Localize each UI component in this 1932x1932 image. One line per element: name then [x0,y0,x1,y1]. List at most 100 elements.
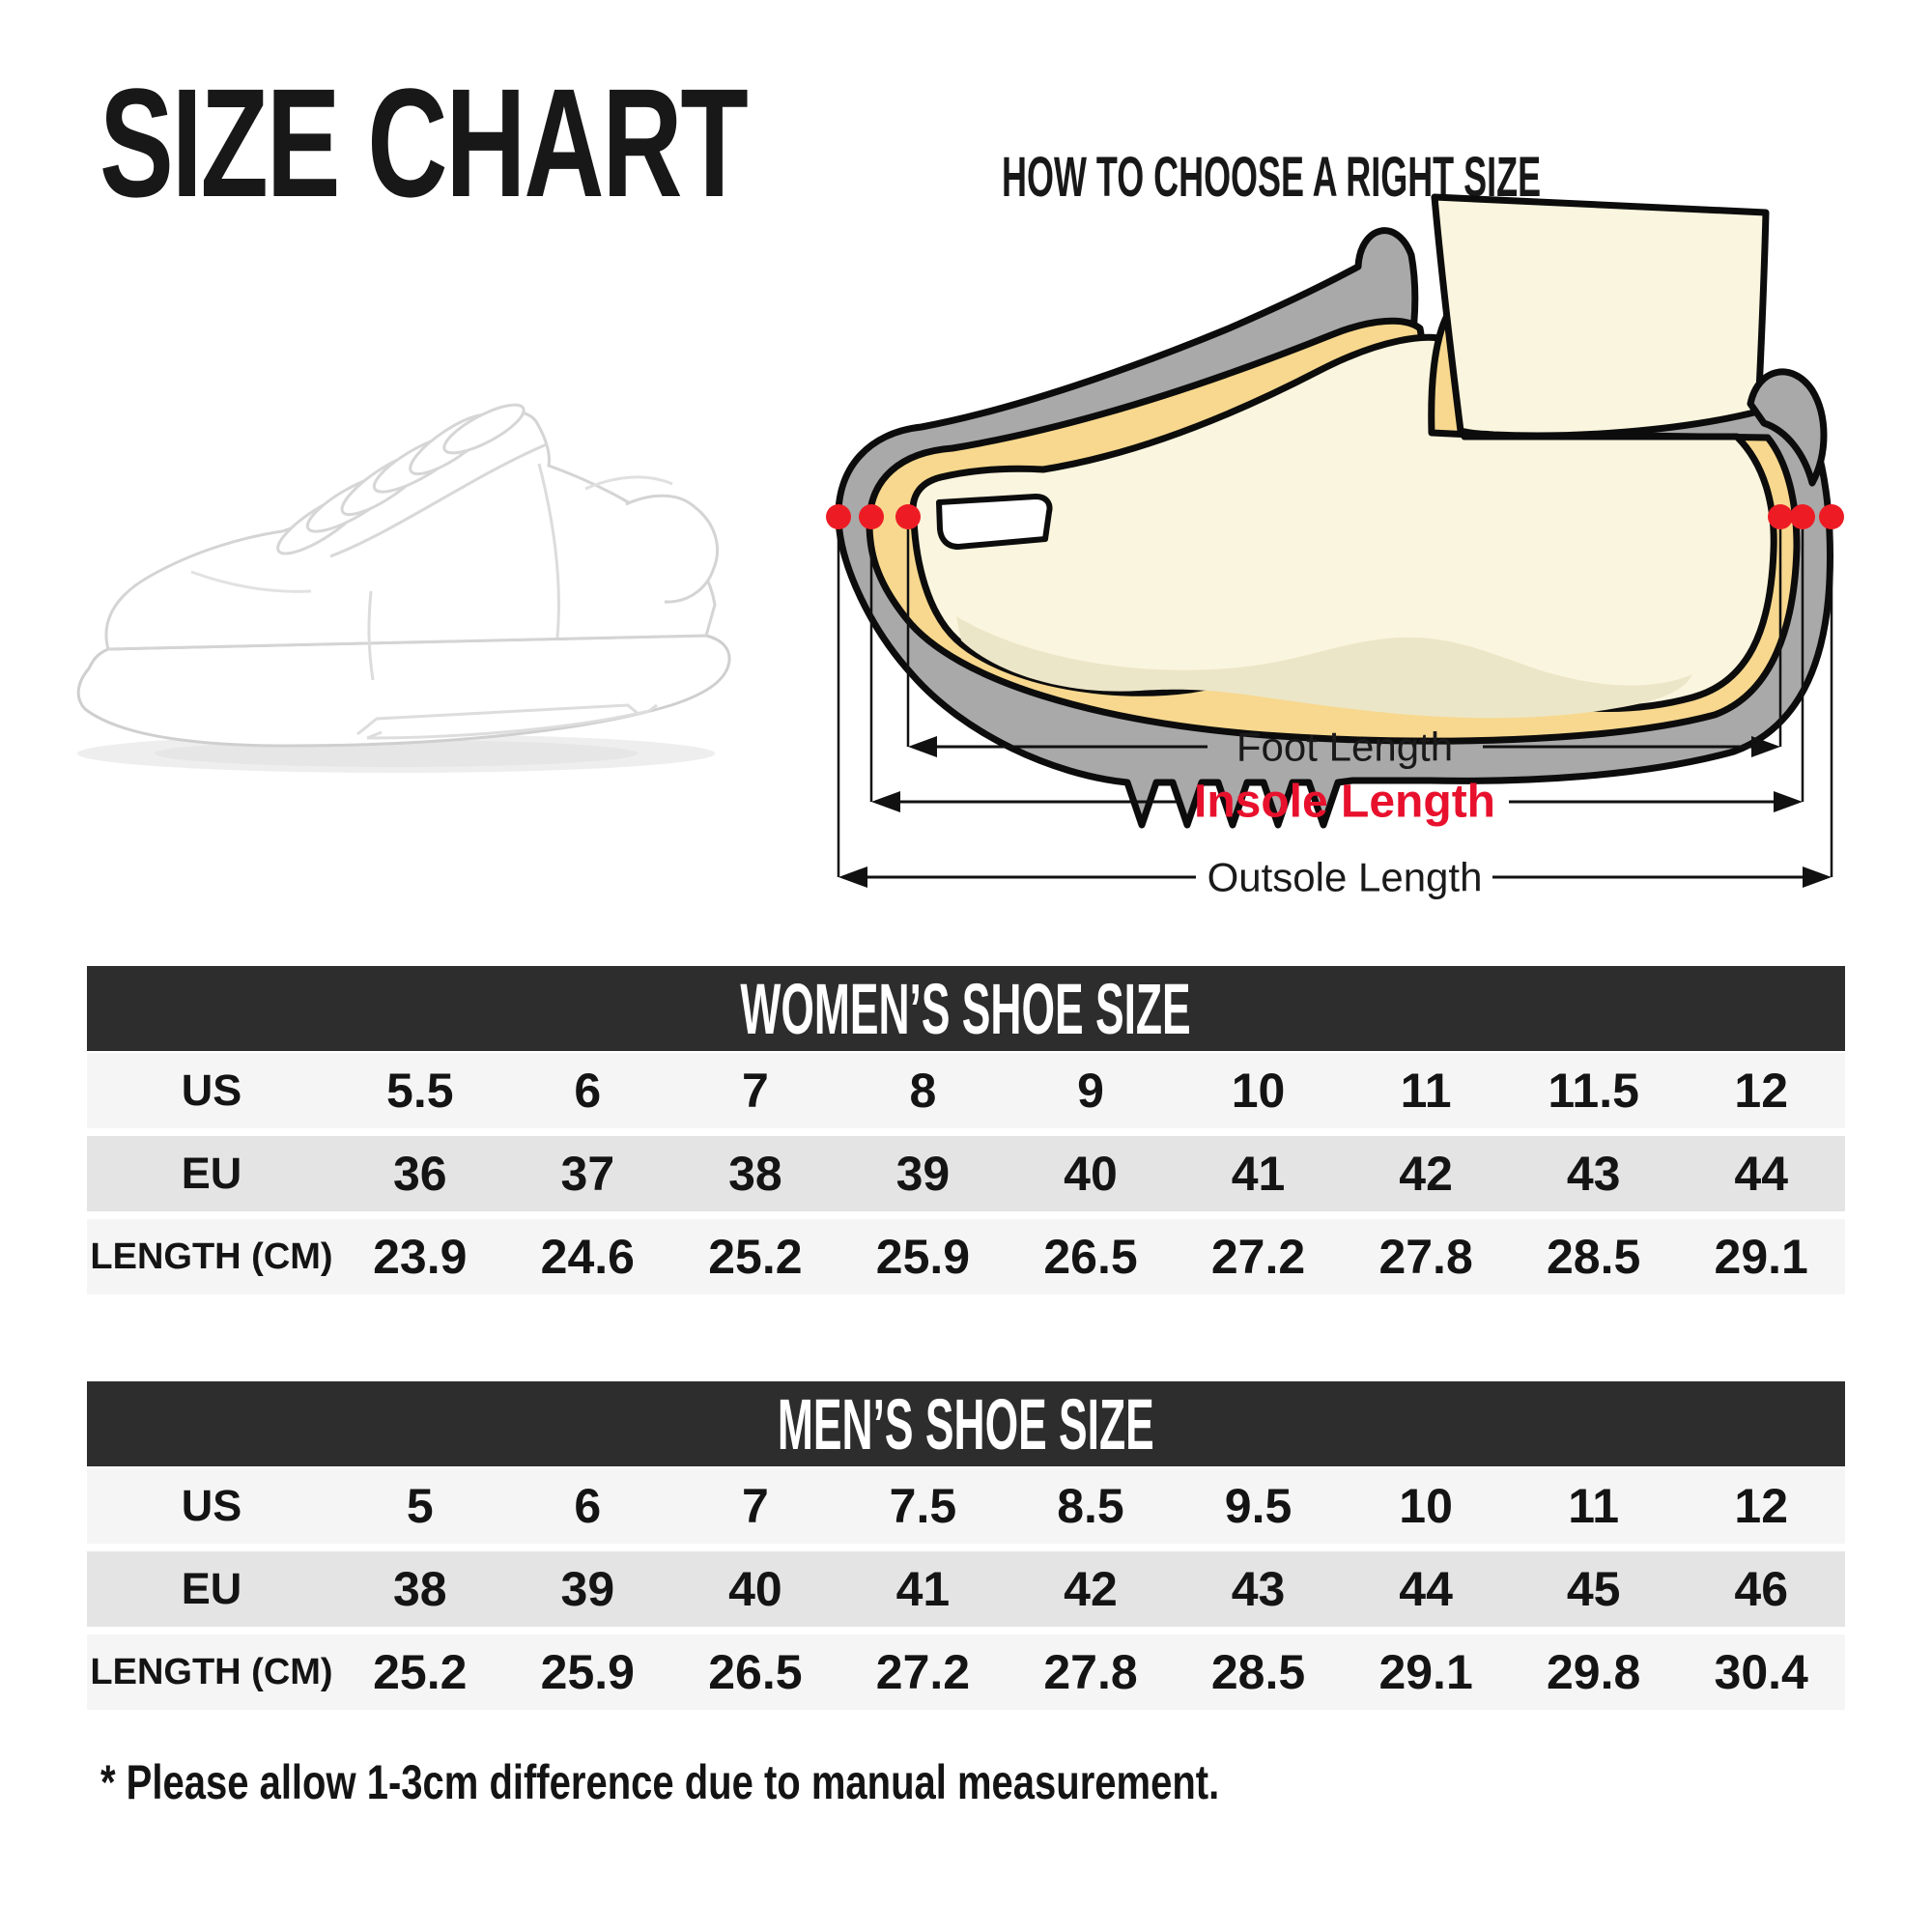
row-label-eu: EU [181,1564,242,1613]
sneaker-photo [48,348,792,792]
table-cell: 43 [1566,1147,1621,1201]
table-cell: 26.5 [708,1645,803,1699]
table-cell: 9.5 [1224,1479,1293,1533]
foot-measure-diagram: Foot Length Insole Length Outsole Length [811,114,1874,937]
table-cell: 39 [560,1562,615,1616]
sneaker-upper [104,410,717,651]
table-row: US 5 6 7 7.5 8.5 9.5 10 11 12 [87,1468,1845,1544]
table-cell: 23.9 [373,1230,468,1284]
header: SIZE CHART HOW TO CHOOSE A RIGHT SIZE [99,56,1872,229]
guide-lines [837,529,1833,877]
table-cell: 8.5 [1057,1479,1124,1533]
dimension-arrows [838,736,1832,888]
mens-size-table: MEN’S SHOE SIZE US 5 6 7 7.5 8.5 9.5 10 … [87,1381,1845,1710]
table-row: EU 38 39 40 41 42 43 44 45 46 [87,1551,1845,1627]
table-cell: 39 [895,1147,951,1201]
table-cell: 25.2 [373,1645,468,1699]
heel-curl-gray [1747,368,1828,487]
table-cell: 7 [741,1064,769,1118]
table-cell: 10 [1231,1064,1286,1118]
toe-mid-dot [859,504,884,529]
table-cell: 7 [741,1479,769,1533]
table-cell: 27.2 [875,1645,971,1699]
row-label-length: LENGTH (CM) [90,1236,333,1277]
table-cell: 38 [728,1147,782,1201]
sneaker-illustration [76,403,731,773]
table-cell: 11 [1568,1479,1620,1533]
measurement-note-text: * Please allow 1-3cm difference due to m… [100,1755,1220,1809]
table-cell: 28.5 [1546,1230,1641,1284]
sneaker-laces [276,403,526,555]
table-cell: 29.1 [1378,1645,1473,1699]
table-cell: 42 [1399,1147,1453,1201]
sneaker-sole [76,634,731,748]
table-cell: 8 [909,1064,937,1118]
table-cell: 44 [1734,1147,1789,1201]
measure-marker-dots [826,504,1844,529]
table-row: US 5.5 6 7 8 9 10 11 11.5 12 [87,1053,1845,1128]
table-cell: 25.9 [875,1230,971,1284]
table-cell: 27.2 [1210,1230,1306,1284]
table-cell: 40 [1064,1147,1118,1201]
toe-inner-dot [895,504,921,529]
row-label-eu: EU [181,1149,242,1198]
table-cell: 25.2 [708,1230,803,1284]
outsole-length-label: Outsole Length [1208,855,1483,900]
toenail [936,494,1053,550]
table-cell: 12 [1734,1479,1789,1533]
table-cell: 44 [1399,1562,1453,1616]
table-cell: 7.5 [889,1479,957,1533]
sneaker-mid-seam [367,590,375,681]
toe-outer-dot [826,504,851,529]
sneaker-collar [584,475,673,491]
table-row: LENGTH (CM) 25.2 25.9 26.5 27.2 27.8 28.… [87,1634,1845,1710]
table-cell: 28.5 [1210,1645,1306,1699]
table-cell: 40 [728,1562,782,1616]
table-cell: 45 [1566,1562,1621,1616]
foot-length-label: Foot Length [1236,724,1453,770]
mens-table-title: MEN’S SHOE SIZE [778,1383,1154,1464]
table-cell: 9 [1077,1064,1104,1118]
measurement-note: * Please allow 1-3cm difference due to m… [100,1754,1499,1810]
table-row: EU 36 37 38 39 40 41 42 43 44 [87,1136,1845,1211]
table-cell: 30.4 [1714,1645,1808,1699]
table-cell: 25.9 [540,1645,635,1699]
insole-length-label: Insole Length [1194,777,1495,828]
table-cell: 11.5 [1548,1064,1639,1118]
heel-inner-dot [1768,504,1793,529]
table-cell: 24.6 [540,1230,635,1284]
table-cell: 5.5 [386,1064,454,1118]
mens-table-header: MEN’S SHOE SIZE [87,1381,1845,1466]
table-cell: 38 [392,1562,447,1616]
sneaker-toecap-seam [190,570,312,593]
table-row: LENGTH (CM) 23.9 24.6 25.2 25.9 26.5 27.… [87,1219,1845,1294]
table-cell: 5 [406,1479,434,1533]
table-cell: 10 [1399,1479,1453,1533]
table-cell: 27.8 [1378,1230,1473,1284]
foot-diagram-svg: Foot Length Insole Length Outsole Length [826,193,1844,900]
row-label-us: US [181,1481,242,1530]
table-cell: 36 [392,1147,447,1201]
table-cell: 43 [1231,1562,1286,1616]
sneaker-quarter-seam [537,463,560,639]
heel-outer-dot [1819,504,1844,529]
table-cell: 41 [1231,1147,1286,1201]
table-cell: 42 [1064,1562,1118,1616]
table-cell: 37 [560,1147,615,1201]
row-label-length: LENGTH (CM) [90,1651,333,1692]
womens-table-header: WOMEN’S SHOE SIZE [87,966,1845,1051]
sneaker-heel-tab [625,494,719,604]
table-cell: 11 [1400,1064,1452,1118]
table-cell: 46 [1734,1562,1789,1616]
womens-table-title: WOMEN’S SHOE SIZE [740,968,1192,1049]
table-cell: 6 [574,1064,602,1118]
page-title: SIZE CHART [99,56,749,229]
table-cell: 6 [574,1479,602,1533]
table-cell: 41 [895,1562,951,1616]
heel-mid-dot [1790,504,1815,529]
leg-shape [1431,193,1770,440]
foot-shape [909,333,1777,712]
womens-size-table: WOMEN’S SHOE SIZE US 5.5 6 7 8 9 10 11 1… [87,966,1845,1294]
table-cell: 27.8 [1043,1645,1138,1699]
